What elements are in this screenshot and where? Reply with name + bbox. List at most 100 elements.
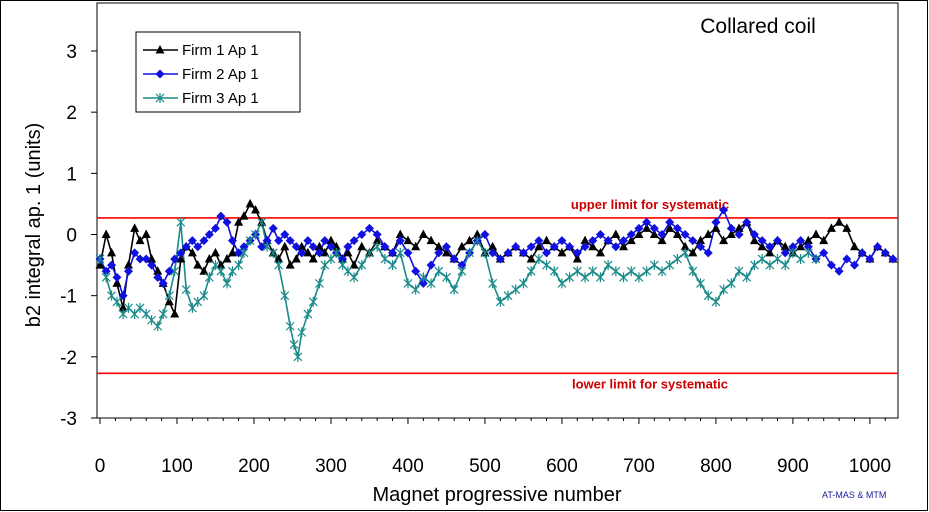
data-point	[757, 236, 767, 246]
data-point	[434, 241, 444, 251]
data-point	[153, 272, 163, 282]
data-point	[634, 223, 644, 233]
data-point	[480, 230, 490, 239]
data-point	[187, 247, 197, 257]
y-tick-label: -2	[60, 348, 77, 369]
data-point	[519, 278, 528, 289]
data-point	[101, 229, 111, 238]
data-point	[672, 229, 682, 238]
data-point	[696, 278, 705, 289]
data-point	[542, 235, 552, 245]
data-point	[742, 217, 752, 227]
data-point	[181, 242, 191, 252]
data-point	[542, 248, 552, 258]
data-point	[234, 260, 244, 271]
data-point	[457, 241, 467, 251]
data-point	[349, 236, 359, 246]
data-point	[395, 236, 405, 246]
data-point	[308, 296, 318, 307]
data-point	[164, 290, 174, 301]
data-point	[388, 248, 398, 258]
data-point	[204, 230, 214, 239]
y-tick-label: -3	[60, 409, 77, 430]
data-point	[426, 235, 436, 245]
data-point	[239, 247, 249, 258]
data-point	[364, 223, 374, 233]
data-point	[565, 272, 575, 283]
data-point	[657, 235, 667, 245]
data-point	[457, 260, 467, 270]
data-point	[291, 253, 301, 263]
data-point	[153, 266, 163, 275]
data-point	[216, 211, 226, 221]
data-point	[826, 223, 836, 232]
data-point	[703, 229, 713, 238]
data-point	[734, 223, 744, 232]
legend: Firm 1 Ap 1 Firm 2 Ap 1 Firm 3 Ap 1	[135, 31, 301, 113]
data-point	[803, 247, 813, 258]
data-point	[773, 236, 783, 246]
data-point	[696, 242, 706, 252]
data-point	[434, 248, 444, 258]
data-point	[611, 266, 621, 277]
data-point	[888, 254, 898, 264]
data-point	[588, 266, 598, 277]
data-point	[204, 272, 214, 283]
y-tick-label: 3	[66, 42, 77, 63]
data-point	[580, 272, 590, 283]
legend-label: Firm 3 Ap 1	[182, 90, 259, 107]
data-point	[619, 241, 629, 251]
data-point	[380, 242, 390, 252]
data-point	[395, 247, 405, 258]
data-point	[274, 253, 284, 263]
data-point	[596, 272, 605, 283]
x-tick-label: 200	[238, 456, 270, 477]
data-point	[880, 248, 890, 258]
data-point	[123, 266, 133, 276]
data-point	[107, 260, 117, 270]
data-point	[251, 205, 261, 214]
data-point	[488, 248, 498, 258]
data-point	[734, 266, 744, 277]
data-point	[257, 242, 267, 252]
data-point	[289, 339, 299, 350]
data-point	[285, 260, 295, 269]
series-markers	[95, 198, 898, 362]
data-point	[372, 235, 382, 245]
data-point	[308, 253, 318, 263]
data-point	[268, 247, 278, 258]
data-point	[176, 253, 186, 263]
limit-lines: upper limit for systematic lower limit fo…	[97, 197, 898, 391]
data-point	[572, 253, 582, 263]
data-point	[595, 230, 605, 239]
data-point	[326, 235, 336, 245]
data-point	[726, 223, 736, 233]
data-point	[588, 236, 598, 246]
data-point	[314, 248, 324, 258]
data-point	[107, 247, 117, 257]
data-point	[280, 241, 290, 251]
data-point	[343, 242, 353, 252]
data-point	[696, 235, 706, 245]
data-point	[811, 229, 821, 238]
data-point	[170, 254, 180, 264]
data-point	[112, 296, 122, 307]
data-point	[285, 321, 295, 332]
data-point	[842, 254, 852, 264]
data-point	[511, 284, 521, 295]
legend-label: Firm 1 Ap 1	[182, 42, 259, 59]
data-point	[749, 235, 759, 245]
y-tick-label: 2	[66, 103, 77, 124]
data-point	[611, 242, 621, 252]
data-point	[227, 247, 237, 257]
data-point	[765, 260, 775, 271]
data-point	[245, 198, 255, 208]
data-point	[742, 272, 752, 283]
data-point	[130, 223, 140, 232]
data-point	[634, 229, 644, 238]
data-point	[95, 253, 105, 264]
data-point	[176, 248, 186, 258]
data-point	[234, 217, 244, 226]
